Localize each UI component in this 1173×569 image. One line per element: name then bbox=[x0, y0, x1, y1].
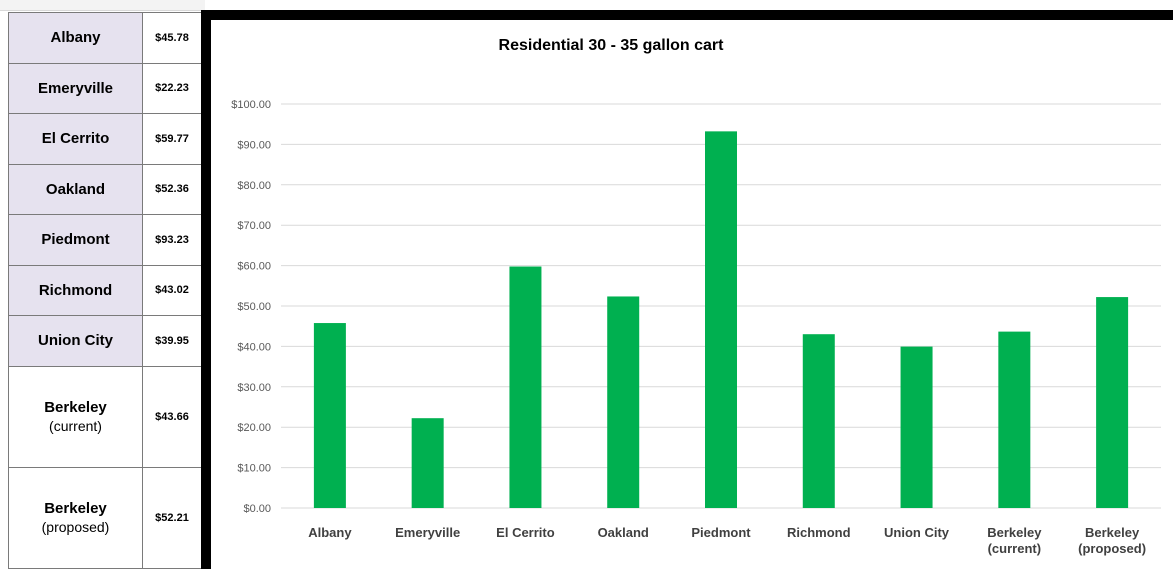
city-name: Oakland bbox=[45, 180, 106, 198]
table-row: Piedmont $93.23 bbox=[8, 214, 202, 266]
city-name: Union City bbox=[38, 332, 113, 350]
chart-area: Residential 30 - 35 gallon cart $0.00 $10… bbox=[211, 20, 1173, 569]
bar bbox=[607, 296, 640, 508]
city-cell: Albany bbox=[8, 12, 143, 64]
rate-value: $93.23 bbox=[142, 214, 202, 266]
x-tick-label: Berkeley (proposed) bbox=[1078, 525, 1146, 556]
city-name: Berkeley bbox=[44, 500, 107, 518]
city-name: El Cerrito bbox=[41, 130, 110, 148]
y-tick-label: $100.00 bbox=[231, 99, 271, 111]
table-row: Berkeley (proposed) $52.21 bbox=[8, 466, 202, 569]
y-tick-label: $30.00 bbox=[237, 382, 271, 394]
city-cell: Union City bbox=[8, 315, 143, 367]
bar-chart: Residential 30 - 35 gallon cart $0.00 $10… bbox=[231, 37, 1161, 556]
bar bbox=[509, 266, 542, 508]
city-name: Emeryville bbox=[37, 79, 114, 97]
bar bbox=[1096, 297, 1129, 508]
x-axis-labels: Albany Emeryville El Cerrito Oakland Piedmon… bbox=[308, 525, 1146, 556]
rate-value: $45.78 bbox=[142, 12, 202, 64]
x-tick-label: Piedmont bbox=[691, 525, 751, 540]
y-tick-label: $90.00 bbox=[237, 139, 271, 151]
city-name: Albany bbox=[50, 29, 101, 47]
rate-value: $43.02 bbox=[142, 264, 202, 317]
y-tick-label: $10.00 bbox=[237, 463, 271, 475]
city-qualifier: (proposed) bbox=[41, 519, 110, 536]
rate-value: $59.77 bbox=[142, 113, 202, 165]
city-cell: Oakland bbox=[8, 163, 143, 216]
divider-border bbox=[201, 10, 211, 569]
city-cell: Emeryville bbox=[8, 62, 143, 115]
top-border bbox=[201, 10, 1173, 20]
table-row: El Cerrito $59.77 bbox=[8, 113, 202, 165]
rate-value: $43.66 bbox=[142, 365, 202, 468]
bar bbox=[802, 334, 835, 508]
y-tick-label: $0.00 bbox=[243, 503, 271, 515]
table-row: Richmond $43.02 bbox=[8, 264, 202, 317]
rate-value: $39.95 bbox=[142, 315, 202, 367]
bar bbox=[411, 418, 444, 508]
chart-title: Residential 30 - 35 gallon cart bbox=[499, 37, 725, 54]
y-tick-label: $50.00 bbox=[237, 301, 271, 313]
x-tick-label: Richmond bbox=[787, 525, 851, 540]
city-qualifier: (current) bbox=[49, 418, 102, 435]
x-tick-label: Berkeley (current) bbox=[987, 525, 1042, 556]
x-tick-label: El Cerrito bbox=[496, 525, 555, 540]
rate-table: Albany $45.78 Emeryville $22.23 El Cerrito $5… bbox=[8, 12, 202, 569]
y-tick-label: $40.00 bbox=[237, 341, 271, 353]
city-cell: Berkeley (current) bbox=[8, 365, 143, 468]
city-name: Richmond bbox=[38, 281, 113, 299]
table-row: Emeryville $22.23 bbox=[8, 62, 202, 115]
rate-value: $52.36 bbox=[142, 163, 202, 216]
bar bbox=[705, 131, 737, 508]
bar bbox=[900, 346, 933, 508]
rate-value: $52.21 bbox=[142, 466, 202, 569]
city-cell: El Cerrito bbox=[8, 113, 143, 165]
x-tick-label: Oakland bbox=[598, 525, 649, 540]
table-row: Berkeley (current) $43.66 bbox=[8, 365, 202, 468]
top-strip bbox=[0, 0, 205, 11]
y-tick-label: $60.00 bbox=[237, 261, 271, 273]
y-axis-ticks: $0.00 $10.00 $20.00 $30.00 $40.00 $50.00 $60.0… bbox=[231, 99, 271, 515]
table-row: Oakland $52.36 bbox=[8, 163, 202, 216]
bars bbox=[313, 131, 1129, 508]
city-cell: Richmond bbox=[8, 264, 143, 317]
city-cell: Berkeley (proposed) bbox=[8, 466, 143, 569]
x-tick-label: Emeryville bbox=[395, 525, 460, 540]
city-name: Berkeley bbox=[44, 399, 107, 417]
x-tick-label: Albany bbox=[308, 525, 352, 540]
city-cell: Piedmont bbox=[8, 214, 143, 266]
table-row: Union City $39.95 bbox=[8, 315, 202, 367]
bar bbox=[998, 331, 1031, 508]
x-tick-label: Union City bbox=[884, 525, 950, 540]
y-tick-label: $70.00 bbox=[237, 220, 271, 232]
y-tick-label: $80.00 bbox=[237, 180, 271, 192]
bar bbox=[313, 323, 346, 508]
city-name: Piedmont bbox=[41, 231, 110, 249]
rate-value: $22.23 bbox=[142, 62, 202, 115]
table-row: Albany $45.78 bbox=[8, 12, 202, 64]
y-tick-label: $20.00 bbox=[237, 422, 271, 434]
